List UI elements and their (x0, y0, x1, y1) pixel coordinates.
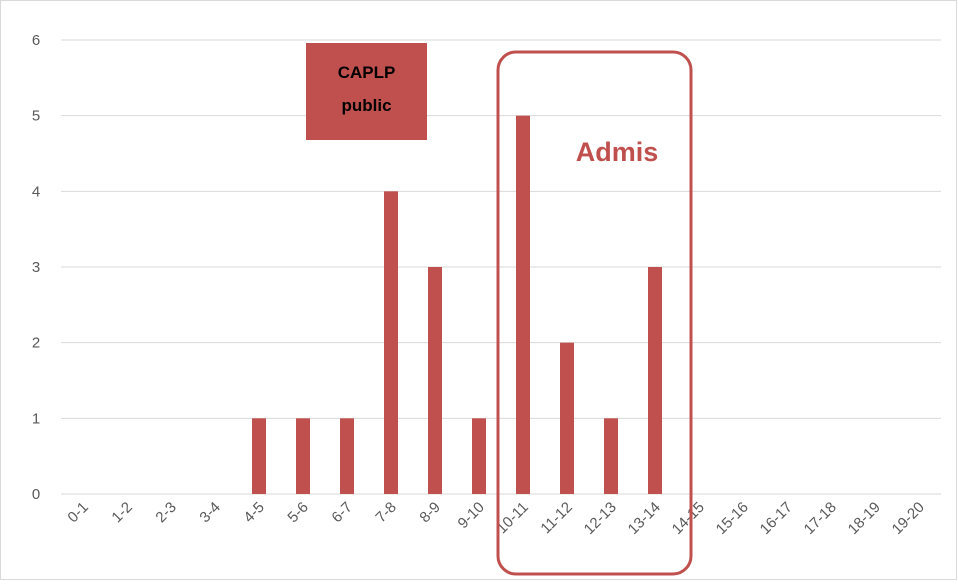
bar (604, 418, 618, 494)
bar (252, 418, 266, 494)
bar (560, 342, 574, 494)
grid: 0 1 2 3 4 5 6 (32, 32, 941, 503)
y-tick-label: 2 (32, 335, 40, 352)
bar (296, 418, 310, 494)
y-tick-label: 0 (32, 486, 40, 503)
bar (384, 191, 398, 495)
annotation-box (306, 43, 427, 140)
bar (648, 267, 662, 494)
y-tick-label: 6 (32, 32, 40, 49)
annotation: Admis (576, 137, 659, 167)
highlight-box (496, 50, 693, 576)
y-tick-label: 4 (32, 183, 40, 200)
annotation: CAPLP (338, 63, 396, 82)
y-tick-label: 1 (32, 410, 40, 427)
y-tick-label: 3 (32, 259, 40, 276)
bar (428, 267, 442, 494)
y-tick-label: 5 (32, 108, 40, 125)
bar (340, 418, 354, 494)
annotation: public (341, 96, 391, 115)
bar (472, 418, 486, 494)
bar (516, 115, 530, 495)
